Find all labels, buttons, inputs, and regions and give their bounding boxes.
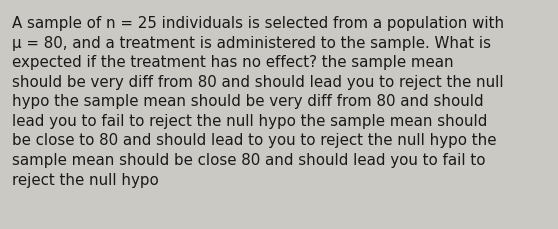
Text: A sample of n = 25 individuals is selected from a population with
μ = 80, and a : A sample of n = 25 individuals is select… [12,16,504,187]
